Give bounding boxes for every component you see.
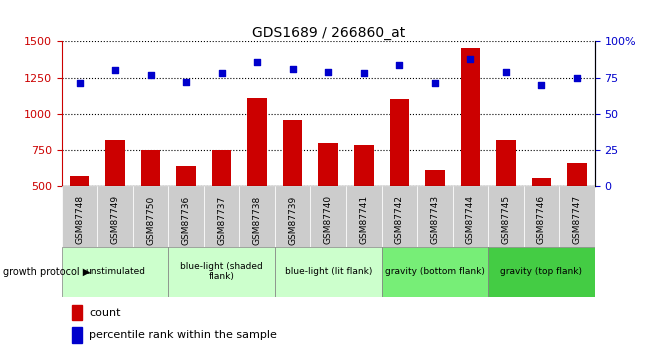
- Text: GSM87737: GSM87737: [217, 195, 226, 245]
- Bar: [524, 186, 559, 247]
- Point: [500, 69, 511, 75]
- Text: GSM87739: GSM87739: [288, 195, 297, 245]
- Text: percentile rank within the sample: percentile rank within the sample: [90, 330, 278, 340]
- Text: unstimulated: unstimulated: [85, 267, 145, 276]
- Bar: [425, 170, 445, 186]
- Point: [536, 82, 547, 88]
- Point: [287, 66, 298, 72]
- Text: count: count: [90, 308, 121, 318]
- Bar: [105, 140, 125, 186]
- Point: [216, 70, 227, 76]
- Bar: [212, 150, 231, 186]
- Bar: [72, 327, 82, 343]
- Point: [110, 68, 120, 73]
- Bar: [382, 247, 488, 297]
- Bar: [354, 145, 374, 186]
- Bar: [204, 186, 239, 247]
- Text: gravity (top flank): gravity (top flank): [500, 267, 582, 276]
- Bar: [275, 247, 382, 297]
- Text: growth protocol ▶: growth protocol ▶: [3, 267, 90, 277]
- Point: [430, 81, 440, 86]
- Point: [146, 72, 156, 78]
- Text: GSM87742: GSM87742: [395, 195, 404, 244]
- Bar: [382, 186, 417, 247]
- Bar: [72, 305, 82, 320]
- Bar: [168, 186, 204, 247]
- Bar: [496, 140, 515, 186]
- Text: GSM87746: GSM87746: [537, 195, 546, 245]
- Text: GSM87736: GSM87736: [181, 195, 190, 245]
- Bar: [567, 163, 587, 186]
- Bar: [98, 186, 133, 247]
- Bar: [283, 120, 302, 186]
- Bar: [70, 176, 89, 186]
- Text: GSM87750: GSM87750: [146, 195, 155, 245]
- Bar: [417, 186, 452, 247]
- Text: GSM87738: GSM87738: [253, 195, 262, 245]
- Bar: [488, 186, 524, 247]
- Point: [181, 79, 191, 85]
- Bar: [389, 99, 409, 186]
- Text: blue-light (lit flank): blue-light (lit flank): [285, 267, 372, 276]
- Point: [252, 59, 263, 65]
- Text: GSM87747: GSM87747: [573, 195, 582, 245]
- Bar: [559, 186, 595, 247]
- Text: GSM87748: GSM87748: [75, 195, 84, 245]
- Bar: [452, 186, 488, 247]
- Point: [465, 56, 476, 61]
- Bar: [461, 48, 480, 186]
- Title: GDS1689 / 266860_at: GDS1689 / 266860_at: [252, 26, 405, 40]
- Point: [572, 75, 582, 80]
- Bar: [62, 186, 98, 247]
- Bar: [318, 143, 338, 186]
- Text: GSM87749: GSM87749: [111, 195, 120, 245]
- Text: GSM87741: GSM87741: [359, 195, 369, 245]
- Point: [323, 69, 333, 75]
- Point: [394, 62, 404, 67]
- Bar: [133, 186, 168, 247]
- Text: blue-light (shaded
flank): blue-light (shaded flank): [180, 262, 263, 282]
- Bar: [62, 247, 168, 297]
- Bar: [168, 247, 275, 297]
- Bar: [141, 150, 161, 186]
- Bar: [488, 247, 595, 297]
- Bar: [346, 186, 382, 247]
- Text: gravity (bottom flank): gravity (bottom flank): [385, 267, 485, 276]
- Bar: [532, 178, 551, 186]
- Text: GSM87745: GSM87745: [501, 195, 510, 245]
- Text: GSM87740: GSM87740: [324, 195, 333, 245]
- Point: [359, 70, 369, 76]
- Bar: [248, 98, 267, 186]
- Text: GSM87743: GSM87743: [430, 195, 439, 245]
- Bar: [239, 186, 275, 247]
- Bar: [311, 186, 346, 247]
- Bar: [176, 166, 196, 186]
- Bar: [275, 186, 311, 247]
- Text: GSM87744: GSM87744: [466, 195, 475, 244]
- Point: [74, 81, 85, 86]
